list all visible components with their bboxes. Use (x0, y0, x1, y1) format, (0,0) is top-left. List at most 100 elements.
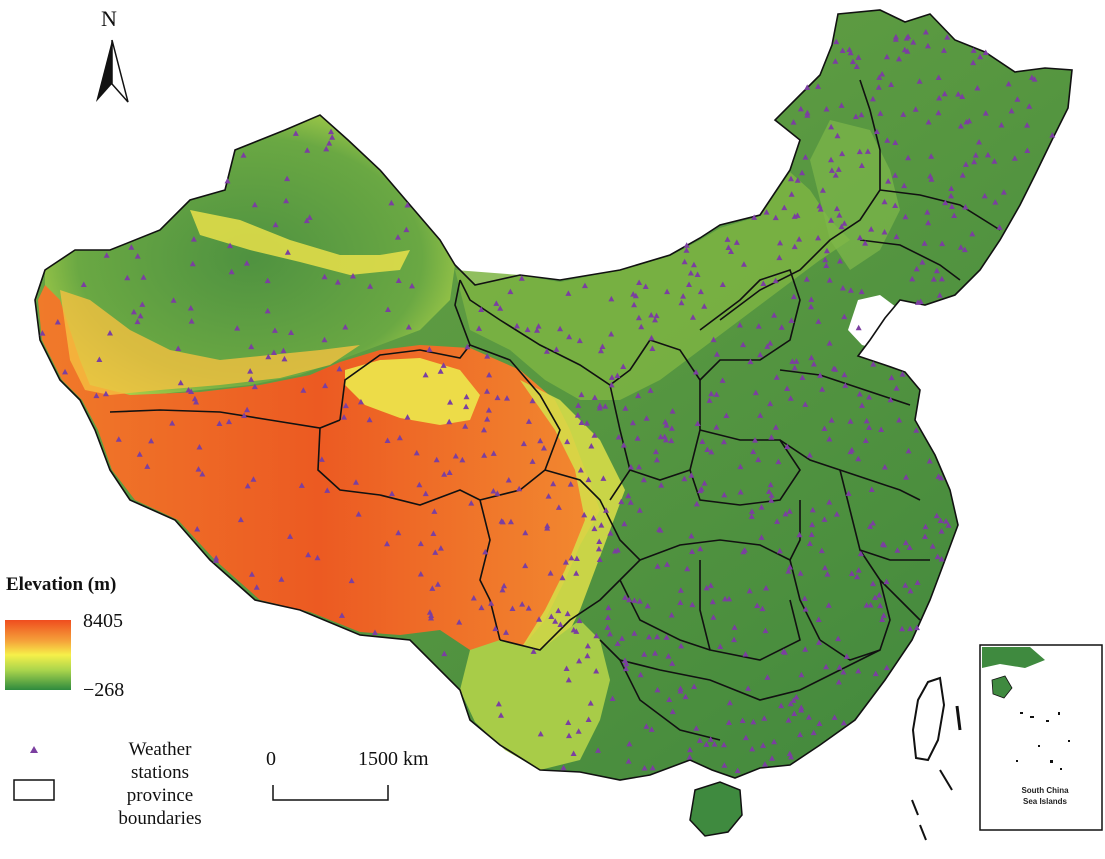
weather-station-marker (559, 574, 566, 581)
weather-station-marker (148, 437, 155, 444)
weather-station-marker (688, 472, 695, 478)
weather-station-marker (821, 425, 828, 431)
weather-station-marker (922, 28, 929, 35)
weather-station-marker (529, 397, 536, 404)
weather-station-marker (740, 548, 747, 555)
weather-station-marker (778, 702, 785, 709)
weather-station-marker (707, 736, 714, 742)
weather-station-marker (576, 617, 583, 624)
weather-station-marker (785, 568, 792, 574)
weather-station-marker (869, 95, 876, 102)
weather-station-marker (545, 493, 552, 499)
weather-station-marker (622, 594, 629, 600)
weather-station-marker (802, 646, 809, 652)
weather-station-marker (934, 553, 941, 560)
weather-station-marker (341, 414, 348, 420)
weather-station-marker (681, 258, 688, 265)
weather-station-marker (292, 130, 299, 136)
weather-station-marker (39, 330, 46, 336)
weather-station-marker (669, 708, 676, 715)
weather-station-marker (806, 452, 813, 458)
weather-station-marker (384, 306, 391, 312)
weather-station-marker (652, 316, 659, 323)
weather-station-marker (858, 288, 865, 295)
weather-station-marker (737, 489, 744, 495)
weather-stations-legend-label: Weather stations (100, 738, 220, 784)
weather-station-marker (916, 78, 923, 84)
weather-station-marker (573, 628, 580, 634)
weather-station-marker (598, 522, 605, 528)
weather-station-marker (781, 204, 788, 211)
weather-station-marker (854, 573, 861, 580)
inset-mainland-coast (982, 647, 1045, 668)
weather-station-marker (899, 371, 906, 377)
inset-label-line: Sea Islands (1022, 797, 1068, 806)
weather-station-marker (828, 417, 835, 423)
weather-station-marker (777, 239, 784, 246)
weather-station-marker (828, 156, 835, 163)
weather-station-marker (669, 660, 676, 666)
weather-station-marker (785, 717, 792, 723)
weather-station-marker (652, 650, 659, 656)
weather-station-marker (938, 555, 945, 562)
weather-station-marker (573, 570, 580, 576)
weather-station-marker (961, 246, 968, 253)
weather-station-marker (124, 274, 131, 281)
weather-station-marker (798, 704, 805, 711)
weather-station-marker (199, 470, 206, 477)
weather-station-marker (426, 609, 433, 615)
weather-station-marker (816, 639, 823, 645)
weather-station-marker (608, 374, 615, 380)
weather-station-marker (478, 604, 485, 611)
weather-station-marker (849, 58, 856, 65)
weather-station-marker (253, 584, 260, 590)
weather-station-marker (913, 427, 920, 433)
weather-station-marker (187, 304, 194, 311)
weather-station-marker (596, 556, 603, 563)
weather-station-marker (870, 361, 877, 367)
weather-station-marker (841, 313, 848, 320)
boundary-hebei (699, 268, 801, 381)
weather-station-marker (428, 614, 435, 621)
weather-station-marker (955, 91, 962, 97)
weather-station-marker (938, 528, 945, 534)
weather-station-marker (728, 248, 735, 255)
weather-station-marker (247, 368, 254, 374)
weather-station-marker (725, 719, 732, 725)
weather-station-marker (881, 464, 888, 470)
weather-station-marker (981, 192, 988, 199)
weather-station-marker (128, 244, 135, 250)
weather-station-marker (905, 154, 912, 161)
weather-station-marker (452, 452, 459, 459)
weather-station-marker (996, 224, 1003, 230)
weather-station-marker (907, 587, 914, 594)
weather-station-marker (666, 696, 673, 702)
weather-station-marker (80, 281, 87, 288)
weather-station-marker (520, 440, 527, 447)
weather-station-marker (838, 102, 845, 108)
weather-station-marker (1026, 103, 1033, 109)
weather-station-marker (525, 605, 532, 611)
weather-station-marker (789, 358, 796, 364)
weather-station-marker (929, 543, 936, 549)
weather-station-marker (577, 466, 584, 473)
legend-line: boundaries (118, 808, 202, 829)
weather-station-marker (711, 741, 718, 747)
weather-station-marker (742, 651, 749, 657)
weather-station-marker (760, 742, 767, 748)
weather-station-marker (899, 625, 906, 632)
weather-station-marker (244, 406, 251, 413)
weather-station-marker (903, 35, 910, 41)
weather-station-marker (847, 49, 854, 56)
elevation-min-label: −268 (83, 679, 125, 701)
weather-station-marker (944, 34, 951, 40)
weather-station-marker (103, 252, 110, 258)
weather-station-marker (305, 551, 312, 558)
weather-station-marker (799, 169, 806, 176)
weather-station-marker (175, 345, 182, 351)
weather-station-marker (959, 93, 966, 100)
weather-station-marker (578, 391, 585, 398)
weather-station-marker (847, 418, 854, 424)
province-boundaries (34, 9, 1073, 781)
weather-station-marker (622, 405, 629, 411)
